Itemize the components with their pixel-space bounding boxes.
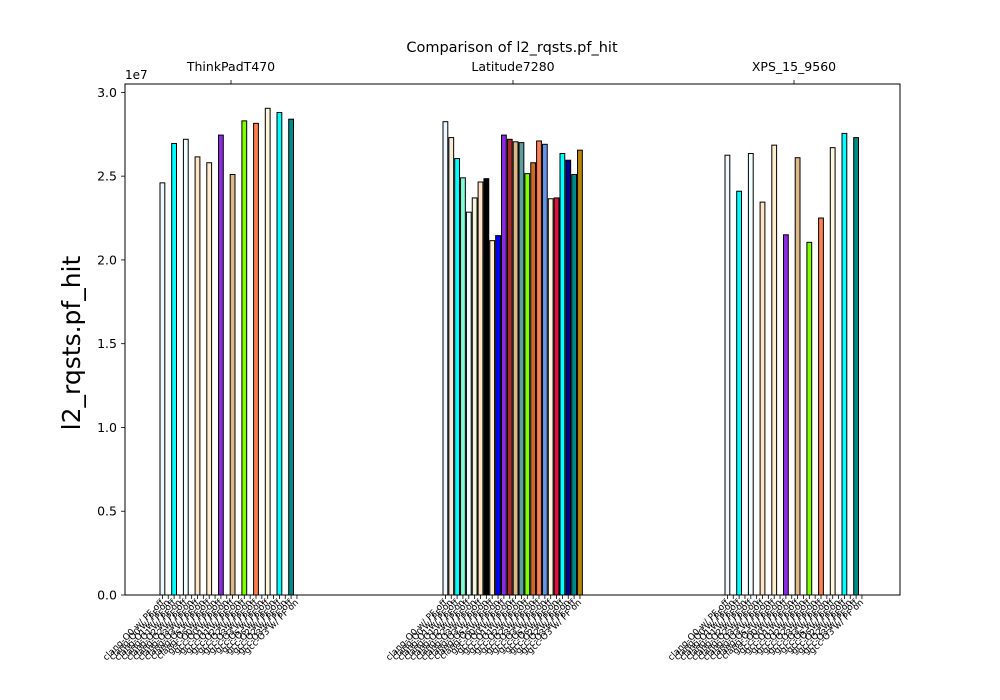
bar-ThinkPadT470-0 bbox=[159, 182, 166, 596]
y-tick-label-5: 2.5 bbox=[97, 169, 117, 184]
chart-title: Comparison of l2_rqsts.pf_hit bbox=[406, 40, 618, 56]
bar-Latitude7280-19 bbox=[553, 197, 560, 596]
y-axis-offset-text: 1e7 bbox=[125, 68, 148, 82]
y-tick-label-2: 1.0 bbox=[97, 420, 117, 435]
group-axis: ThinkPadT470 Latitude7280 XPS_15_9560 bbox=[186, 59, 836, 84]
bar-Latitude7280-16 bbox=[536, 140, 542, 596]
bar-Latitude7280-13 bbox=[518, 142, 525, 596]
bar-XPS_15_9560-10 bbox=[783, 234, 789, 596]
bar-XPS_15_9560-0 bbox=[724, 154, 731, 596]
bar-XPS_15_9560-18 bbox=[829, 147, 836, 596]
bar-Latitude7280-9 bbox=[495, 235, 501, 596]
bar-Latitude7280-15 bbox=[530, 162, 537, 596]
bar-Latitude7280-6 bbox=[477, 181, 484, 596]
y-tick-label-6: 3.0 bbox=[97, 85, 117, 100]
group-label-Latitude7280: Latitude7280 bbox=[471, 59, 554, 74]
bar-ThinkPadT470-18 bbox=[264, 107, 271, 596]
group-label-ThinkPadT470: ThinkPadT470 bbox=[186, 59, 275, 74]
bar-Latitude7280-11 bbox=[506, 138, 513, 596]
bar-ThinkPadT470-2 bbox=[171, 142, 177, 596]
bar-Latitude7280-21 bbox=[565, 159, 572, 596]
bar-Latitude7280-7 bbox=[483, 178, 490, 596]
y-axis: 0.0 0.5 1.0 1.5 2.0 2.5 3.0 bbox=[97, 85, 125, 603]
bar-Latitude7280-17 bbox=[541, 143, 548, 596]
bar-Latitude7280-10 bbox=[501, 134, 507, 596]
y-tick-label-3: 1.5 bbox=[97, 336, 117, 351]
bar-ThinkPadT470-20 bbox=[276, 111, 283, 596]
bar-Latitude7280-18 bbox=[547, 198, 554, 596]
bar-ThinkPadT470-10 bbox=[218, 134, 224, 596]
bar-ThinkPadT470-8 bbox=[206, 162, 213, 596]
bar-Latitude7280-20 bbox=[559, 153, 566, 596]
bar-Latitude7280-1 bbox=[448, 137, 455, 596]
bar-Latitude7280-3 bbox=[460, 177, 466, 596]
bar-ThinkPadT470-14 bbox=[241, 120, 248, 596]
y-tick-label-0: 0.0 bbox=[97, 588, 117, 603]
bar-Latitude7280-22 bbox=[571, 173, 578, 596]
bar-Latitude7280-5 bbox=[471, 197, 478, 596]
bar-XPS_15_9560-20 bbox=[841, 132, 848, 596]
bar-Latitude7280-0 bbox=[442, 121, 449, 596]
bar-Latitude7280-4 bbox=[465, 211, 472, 596]
bar-XPS_15_9560-14 bbox=[806, 241, 813, 596]
bar-Latitude7280-14 bbox=[524, 173, 531, 596]
bar-Latitude7280-8 bbox=[489, 240, 496, 596]
plot-frame bbox=[124, 83, 901, 596]
bar-XPS_15_9560-6 bbox=[759, 201, 766, 596]
bar-XPS_15_9560-8 bbox=[771, 144, 778, 596]
bar-XPS_15_9560-2 bbox=[736, 190, 743, 596]
bar-Latitude7280-2 bbox=[454, 158, 461, 596]
bar-Latitude7280-23 bbox=[577, 149, 583, 596]
bar-ThinkPadT470-12 bbox=[229, 173, 236, 596]
bar-Latitude7280-12 bbox=[512, 141, 519, 596]
bar-ThinkPadT470-16 bbox=[253, 122, 259, 596]
bar-XPS_15_9560-22 bbox=[853, 137, 860, 596]
bar-ThinkPadT470-22 bbox=[288, 118, 295, 596]
bar-XPS_15_9560-16 bbox=[818, 217, 824, 596]
bar-XPS_15_9560-12 bbox=[794, 157, 801, 596]
y-tick-label-4: 2.0 bbox=[97, 252, 117, 267]
bar-XPS_15_9560-4 bbox=[747, 153, 754, 596]
y-axis-label: l2_rqsts.pf_hit bbox=[57, 255, 86, 430]
group-label-XPS_15_9560: XPS_15_9560 bbox=[752, 59, 836, 74]
bar-ThinkPadT470-4 bbox=[182, 138, 189, 596]
bar-ThinkPadT470-6 bbox=[194, 156, 201, 596]
y-tick-label-1: 0.5 bbox=[97, 504, 117, 519]
